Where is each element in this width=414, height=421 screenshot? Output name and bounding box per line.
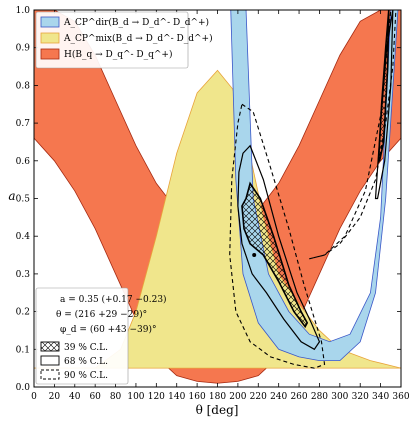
x-tick-label-0: 0 (31, 392, 37, 402)
y-tick-label-6: 0.6 (16, 157, 31, 167)
y-tick-10: 1.0 (16, 6, 401, 16)
legend-swatch-68 (40, 355, 60, 366)
legend-top-box (35, 11, 189, 69)
contour-solid-2 (237, 144, 321, 351)
x-tick-label-20: 20 (49, 392, 61, 402)
legend-label-h: H(B_q → D_q^- D_q^+) (64, 49, 173, 60)
x-tick-label-140: 140 (168, 392, 185, 402)
x-tick-label-180: 180 (209, 392, 226, 402)
result-theta: θ = (216 +29 −29)° (56, 309, 147, 320)
y-tick-7: 0.7 (16, 119, 401, 129)
y-tick-3: 0.3 (16, 270, 401, 280)
x-tick-label-340: 340 (372, 392, 389, 402)
x-tick-label-260: 260 (290, 392, 307, 402)
x-tick-label-360: 360 (392, 392, 409, 402)
y-tick-label-9: 0.9 (16, 44, 31, 54)
band-a-cp-mix-b-d-d-d-d-d (34, 70, 401, 369)
x-tick-160: 160 (189, 10, 206, 402)
legend-label-90: 90 % C.L. (64, 371, 108, 381)
y-tick-label-4: 0.4 (16, 232, 31, 242)
x-axis: 0 20 40 60 80 100 120 140 160 180 200 220 240 260 280 3… (31, 10, 410, 402)
x-tick-220: 220 (250, 10, 267, 402)
x-tick-label-120: 120 (148, 392, 165, 402)
x-tick-label-60: 60 (89, 392, 101, 402)
y-tick-8: 0.8 (16, 81, 401, 91)
band-edge-upper-2 (230, 10, 399, 362)
legend-swatch-39 (40, 341, 60, 352)
contour-hatched-0 (241, 181, 309, 329)
x-tick-260: 260 (290, 10, 308, 402)
legend-bottom: a = 0.35 (+0.17 −0.23) θ = (216 +29 −29)… (35, 287, 167, 385)
x-tick-360: 360 (392, 10, 410, 402)
x-tick-label-40: 40 (69, 392, 81, 402)
legend-swatch-90 (40, 369, 60, 380)
x-axis-title: θ [deg] (196, 403, 239, 417)
y-tick-label-10: 1.0 (16, 6, 31, 16)
y-tick-label-3: 0.3 (16, 270, 31, 280)
contour-dashed-4 (229, 103, 326, 369)
x-tick-200: 200 (229, 10, 247, 402)
y-tick-label-2: 0.2 (16, 308, 30, 318)
best-fit-point (252, 253, 257, 258)
x-tick-label-200: 200 (229, 392, 246, 402)
x-tick-label-80: 80 (110, 392, 122, 402)
y-axis-title: a (8, 189, 15, 203)
legend-label-68: 68 % C.L. (64, 357, 108, 367)
legend-label-39: 39 % C.L. (64, 343, 108, 353)
x-tick-0: 0 (31, 10, 37, 402)
x-tick-label-320: 320 (352, 392, 369, 402)
y-tick-0: 0.0 (16, 383, 401, 393)
y-tick-5: 0.5 (16, 195, 401, 205)
legend-label-mix: A_CP^mix(B_d → D_d^- D_d^+) (63, 33, 213, 44)
x-tick-280: 280 (311, 10, 328, 402)
legend-top: A_CP^dir(B_d → D_d^- D_d^+) A_CP^mix(B_d… (35, 11, 213, 69)
x-tick-340: 340 (372, 10, 389, 402)
x-tick-label-100: 100 (127, 392, 144, 402)
legend-swatch-mix (40, 32, 60, 44)
y-tick-label-5: 0.5 (16, 195, 31, 205)
x-tick-180: 180 (209, 10, 226, 402)
x-tick-label-300: 300 (331, 392, 348, 402)
y-tick-4: 0.4 (16, 232, 401, 242)
y-tick-label-8: 0.8 (16, 81, 31, 91)
legend-swatch-dir (40, 16, 60, 28)
y-axis: 0.0 0.1 0.2 0.3 0.4 0.5 0.6 0.7 0.8 0.9 1.0 (16, 6, 401, 393)
x-tick-label-280: 280 (311, 392, 328, 402)
x-tick-label-160: 160 (189, 392, 206, 402)
legend-swatch-h (40, 48, 60, 60)
x-tick-label-220: 220 (250, 392, 267, 402)
y-tick-label-0: 0.0 (16, 383, 31, 393)
x-tick-240: 240 (270, 10, 288, 402)
x-tick-label-240: 240 (270, 392, 287, 402)
x-tick-320: 320 (352, 10, 369, 402)
result-phi: φ_d = (60 +43 −39)° (60, 324, 157, 335)
result-a: a = 0.35 (+0.17 −0.23) (60, 294, 167, 305)
x-tick-300: 300 (331, 10, 349, 402)
y-tick-label-7: 0.7 (16, 119, 31, 129)
legend-label-dir: A_CP^dir(B_d → D_d^- D_d^+) (63, 17, 209, 28)
y-tick-6: 0.6 (16, 157, 401, 167)
y-tick-label-1: 0.1 (16, 345, 30, 355)
contours-layer (229, 10, 397, 369)
